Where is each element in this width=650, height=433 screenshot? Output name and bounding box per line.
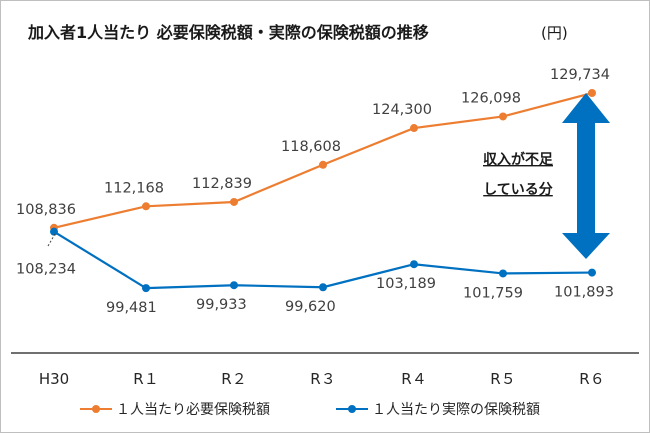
data-point: [319, 160, 327, 169]
data-point: [588, 268, 596, 277]
shortfall-annotation: 収入が不足 している分: [483, 93, 610, 259]
x-tick-label: R６: [579, 370, 604, 388]
legend-marker-dot-actual: [348, 405, 356, 413]
x-tick-label: H30: [39, 370, 69, 388]
data-point: [230, 281, 238, 290]
x-tick-label: R３: [310, 370, 335, 388]
x-tick-label: R５: [490, 370, 515, 388]
unit-label: (円): [541, 24, 568, 42]
double-arrow-icon: [562, 93, 610, 259]
data-point: [410, 260, 418, 269]
x-tick-label: R２: [221, 370, 246, 388]
data-label: 124,300: [372, 102, 432, 118]
data-point: [499, 112, 507, 121]
data-label: 108,234: [16, 262, 76, 278]
legend-label-required: １人当たり必要保険税額: [116, 402, 270, 418]
series-line-actual: [53, 230, 593, 290]
data-label: 126,098: [461, 90, 521, 106]
h30-leader-line: [47, 233, 56, 247]
data-label: 118,608: [281, 139, 341, 155]
data-labels: 108,836 112,168 112,839 118,608 124,300 126,0…: [16, 67, 614, 316]
data-point: [142, 202, 150, 211]
annotation-line-1: 収入が不足: [483, 151, 554, 168]
data-point: [50, 227, 58, 236]
legend-marker-dot-required: [92, 405, 100, 413]
data-point: [410, 124, 418, 133]
data-label: 112,839: [192, 176, 252, 192]
legend-label-actual: １人当たり実際の保険税額: [372, 402, 540, 418]
annotation-line-2: している分: [483, 182, 553, 198]
data-point: [319, 283, 327, 292]
plot-area: [50, 89, 596, 293]
data-point: [499, 269, 507, 278]
x-tick-label: R４: [401, 370, 426, 388]
data-point: [142, 284, 150, 293]
data-label: 101,893: [554, 285, 614, 301]
chart-title: 加入者1人当たり 必要保険税額・実際の保険税額の推移: [27, 23, 429, 42]
x-axis-ticks: H30 R１ R２ R３ R４ R５ R６: [39, 370, 605, 388]
data-label: 99,620: [285, 299, 336, 315]
data-label: 129,734: [550, 67, 610, 83]
data-point: [230, 197, 238, 206]
data-point: [588, 89, 596, 98]
data-label: 99,933: [196, 297, 247, 313]
data-label: 101,759: [463, 285, 523, 301]
data-label: 108,836: [16, 202, 76, 218]
data-label: 103,189: [376, 276, 436, 292]
data-label: 99,481: [106, 300, 157, 316]
x-tick-label: R１: [133, 370, 158, 388]
legend: １人当たり必要保険税額 １人当たり実際の保険税額: [80, 402, 540, 418]
data-label: 112,168: [104, 180, 164, 196]
